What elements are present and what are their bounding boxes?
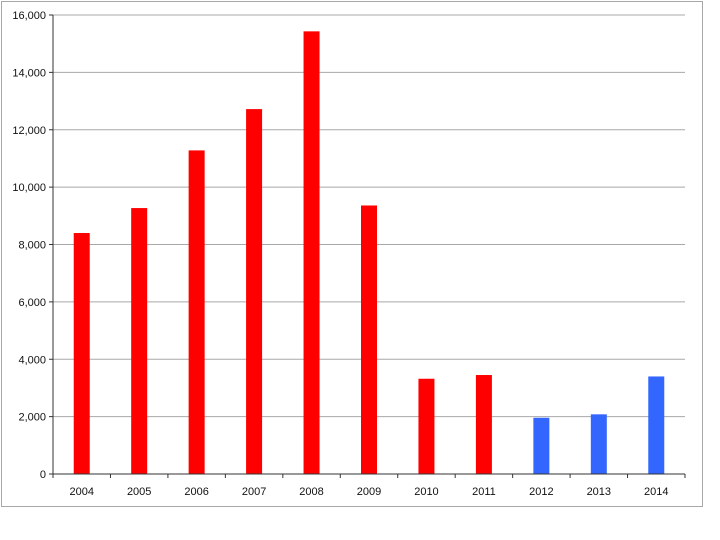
y-tick-label: 8,000 [18,240,46,252]
bar-2013 [590,414,607,474]
x-tick-label: 2010 [414,486,438,498]
bars [73,31,665,475]
y-tick-label: 0 [40,469,46,481]
x-tick-label: 2004 [69,486,93,498]
bar-2011 [475,375,492,474]
y-tick-label: 12,000 [12,125,46,137]
x-tick-label: 2012 [529,486,553,498]
x-tick-label: 2005 [127,486,151,498]
bar-2012 [533,417,550,474]
y-tick-label: 14,000 [12,67,46,79]
x-tick-label: 2013 [587,486,611,498]
tick-labels: 0 2,000 4,000 6,000 8,000 10,000 12,000 14,000 1… [12,10,668,498]
bar-2007 [246,109,263,474]
bar-2005 [131,208,148,474]
axes [49,14,686,478]
chart-frame [1,1,703,507]
bar-2008 [303,31,320,475]
y-tick-label: 6,000 [18,297,46,309]
x-tick-label: 2007 [242,486,266,498]
bar-2009 [361,205,377,475]
x-tick-label: 2014 [644,486,668,498]
y-tick-label: 16,000 [12,10,46,22]
gridlines [53,14,685,418]
bar-2010 [418,378,435,474]
y-tick-label: 2,000 [18,412,46,424]
bar-2004 [73,233,90,474]
y-tick-label: 4,000 [18,354,46,366]
x-tick-label: 2009 [357,486,381,498]
bar-2014 [648,376,665,474]
x-tick-label: 2011 [472,486,496,498]
x-tick-label: 2006 [184,486,208,498]
y-tick-label: 10,000 [12,182,46,194]
x-tick-label: 2008 [299,486,323,498]
bar-2006 [188,150,205,474]
